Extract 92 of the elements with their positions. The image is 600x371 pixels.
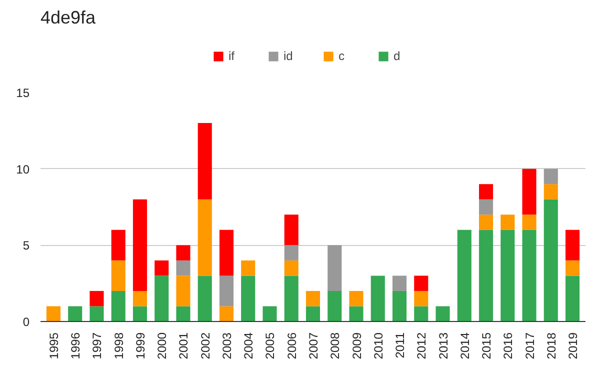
bar bbox=[414, 290, 428, 306]
x-tick-label: 2005 bbox=[263, 332, 278, 360]
bar bbox=[241, 260, 256, 276]
y-tick-label: 5 bbox=[22, 238, 30, 253]
bar bbox=[544, 184, 558, 200]
bar bbox=[544, 199, 558, 322]
bar bbox=[392, 290, 407, 322]
bar bbox=[241, 276, 256, 322]
x-tick-label: 2003 bbox=[220, 332, 234, 360]
bar bbox=[478, 184, 494, 200]
bar bbox=[544, 168, 558, 184]
x-tick-label: 2018 bbox=[544, 332, 558, 360]
x-tick-label: 2002 bbox=[198, 332, 212, 360]
x-tick-label: 2009 bbox=[350, 332, 364, 360]
bar bbox=[392, 276, 407, 291]
bar bbox=[306, 306, 320, 322]
bar bbox=[90, 290, 104, 306]
x-tick-label: 1998 bbox=[112, 332, 126, 360]
bar bbox=[522, 230, 536, 322]
legend-label: c bbox=[338, 49, 346, 63]
bar bbox=[414, 276, 428, 291]
bar bbox=[306, 290, 320, 306]
bar bbox=[328, 290, 342, 322]
x-tick-label: 1996 bbox=[68, 332, 83, 360]
y-tick-label: 0 bbox=[22, 315, 30, 329]
bar bbox=[154, 260, 169, 276]
bar bbox=[132, 290, 148, 306]
bar bbox=[328, 245, 342, 291]
bar bbox=[68, 306, 82, 322]
legend-label: d bbox=[394, 49, 402, 63]
bar bbox=[219, 306, 234, 322]
bar bbox=[565, 276, 580, 322]
legend-label: id bbox=[284, 49, 294, 63]
bar bbox=[349, 306, 364, 322]
y-tick-label: 10 bbox=[16, 162, 30, 176]
bar bbox=[565, 230, 580, 260]
bar bbox=[111, 230, 126, 260]
bar bbox=[478, 199, 494, 215]
x-tick-label: 2011 bbox=[393, 332, 408, 358]
x-tick-label: 2014 bbox=[458, 332, 472, 360]
x-tick-label: 2008 bbox=[328, 332, 342, 360]
bar bbox=[284, 276, 298, 322]
bar bbox=[111, 260, 126, 291]
x-tick-label: 2013 bbox=[436, 332, 450, 360]
bar bbox=[500, 230, 515, 322]
bar bbox=[198, 123, 212, 200]
bar bbox=[46, 306, 61, 322]
bar bbox=[522, 214, 536, 230]
bar bbox=[478, 230, 494, 322]
bar bbox=[500, 214, 515, 230]
x-tick-label: 2012 bbox=[414, 332, 429, 360]
bar bbox=[436, 306, 450, 322]
bar bbox=[176, 245, 190, 260]
x-tick-label: 2015 bbox=[480, 332, 494, 360]
bar bbox=[176, 306, 190, 322]
x-tick-label: 1999 bbox=[133, 332, 148, 360]
legend-label: if bbox=[228, 49, 236, 63]
y-tick-label: 15 bbox=[16, 86, 30, 100]
chart-title: 4de9fa bbox=[40, 8, 97, 28]
bar bbox=[132, 306, 148, 322]
x-tick-label: 2019 bbox=[566, 332, 580, 360]
bar bbox=[284, 260, 298, 276]
bar bbox=[349, 290, 364, 306]
x-tick-label: 2004 bbox=[242, 332, 256, 360]
x-tick-label: 2010 bbox=[371, 332, 386, 360]
x-tick-label: 2001 bbox=[176, 332, 191, 360]
x-tick-label: 1997 bbox=[90, 332, 104, 360]
bar bbox=[90, 306, 104, 322]
bar bbox=[198, 276, 212, 322]
bar bbox=[198, 199, 212, 276]
bar bbox=[414, 306, 428, 322]
bar bbox=[219, 230, 234, 276]
bar bbox=[262, 306, 277, 322]
x-tick-label: 2007 bbox=[306, 332, 320, 360]
bar bbox=[284, 245, 298, 260]
bar bbox=[219, 276, 234, 306]
bar bbox=[522, 168, 536, 215]
x-tick-label: 2006 bbox=[284, 332, 299, 360]
bar bbox=[176, 276, 190, 306]
x-tick-label: 2016 bbox=[501, 332, 516, 360]
bar bbox=[154, 276, 169, 322]
bar bbox=[565, 260, 580, 276]
x-tick-label: 2000 bbox=[155, 332, 170, 360]
bar bbox=[370, 276, 385, 322]
x-tick-label: 2017 bbox=[522, 332, 537, 360]
bar bbox=[132, 199, 148, 291]
bar bbox=[457, 230, 472, 322]
bar bbox=[284, 214, 298, 246]
bar bbox=[176, 260, 190, 276]
bar bbox=[478, 214, 494, 230]
bar bbox=[111, 290, 126, 322]
x-tick-label: 1995 bbox=[46, 332, 61, 360]
